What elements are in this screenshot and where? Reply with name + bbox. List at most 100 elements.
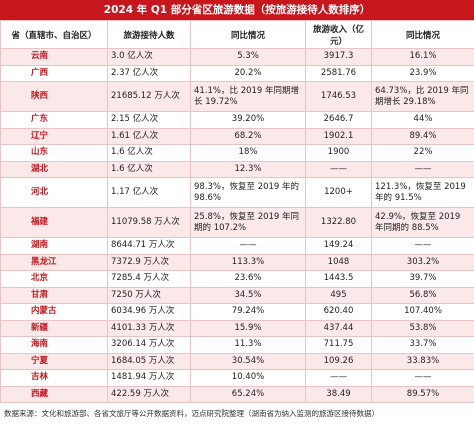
data-cell: 1443.5 — [305, 270, 372, 288]
data-cell: 3206.14 万人次 — [107, 336, 191, 354]
data-cell: 495 — [305, 286, 372, 304]
province-cell: 湖南 — [0, 237, 108, 255]
province-cell: 福建 — [0, 207, 108, 238]
data-cell: 23.9% — [371, 64, 474, 82]
data-cell: 65.24% — [190, 385, 306, 403]
data-cell: 5.3% — [190, 48, 306, 66]
data-cell: 68.2% — [190, 127, 306, 145]
data-cell: 30.54% — [190, 352, 306, 370]
data-cell: 11079.58 万人次 — [107, 207, 191, 238]
data-cell: 7372.9 万人次 — [107, 253, 191, 271]
column-header: 同比情况 — [190, 20, 306, 49]
data-cell: —— — [371, 237, 474, 255]
data-cell: 422.59 万人次 — [107, 385, 191, 403]
table-row: 河北 1.17 亿人次 98.3%，恢复至 2019 年的 98.6% 1200+ 12… — [0, 177, 474, 208]
data-cell: 107.40% — [371, 303, 474, 321]
data-cell: 1048 — [305, 253, 372, 271]
data-cell: —— — [305, 369, 372, 387]
data-cell: 1322.80 — [305, 207, 372, 238]
title: 2024 年 Q1 部分省区旅游数据（按旅游接待人数排序） — [0, 0, 474, 20]
province-cell: 吉林 — [0, 369, 108, 387]
table-row: 吉林 1481.94 万人次 10.40% —— —— — [0, 369, 474, 387]
data-cell: 16.1% — [371, 48, 474, 66]
data-cell: 7250 万人次 — [107, 286, 191, 304]
data-table: 省（直辖市、自治区） 旅游接待人数 同比情况 旅游收入（亿元） 同比情况 云南 3.0 亿… — [0, 20, 474, 403]
data-cell: 1746.53 — [305, 81, 372, 112]
data-cell: 23.6% — [190, 270, 306, 288]
table-row: 湖南 8644.71 万人次 —— 149.24 —— — [0, 237, 474, 255]
table-row: 湖北 1.6 亿人次 12.3% —— —— — [0, 160, 474, 178]
data-cell: 12.3% — [190, 160, 306, 178]
data-cell: 33.7% — [371, 336, 474, 354]
data-cell: 3.0 亿人次 — [107, 48, 191, 66]
data-cell: 113.3% — [190, 253, 306, 271]
table-row: 陕西 21685.12 万人次 41.1%，比 2019 年同期增长 19.72% 1… — [0, 81, 474, 112]
data-cell: 1481.94 万人次 — [107, 369, 191, 387]
data-cell: 11.3% — [190, 336, 306, 354]
data-cell: 41.1%，比 2019 年同期增长 19.72% — [190, 81, 306, 112]
data-cell: 620.40 — [305, 303, 372, 321]
province-cell: 新疆 — [0, 319, 108, 337]
data-cell: 33.83% — [371, 352, 474, 370]
table-row: 福建 11079.58 万人次 25.8%，恢复至 2019 年同期的 107.2%… — [0, 207, 474, 238]
data-cell: 8644.71 万人次 — [107, 237, 191, 255]
column-header: 旅游接待人数 — [107, 20, 191, 49]
province-cell: 北京 — [0, 270, 108, 288]
province-cell: 辽宁 — [0, 127, 108, 145]
data-cell: 1902.1 — [305, 127, 372, 145]
data-cell: —— — [371, 160, 474, 178]
data-cell: 38.49 — [305, 385, 372, 403]
data-cell: 121.3%，恢复至 2019 年的 91.5% — [371, 177, 474, 208]
data-cell: 1900 — [305, 144, 372, 162]
data-cell: 64.73%，比 2019 年同期增长 29.18% — [371, 81, 474, 112]
column-header: 同比情况 — [371, 20, 474, 49]
data-cell: 44% — [371, 111, 474, 129]
data-cell: 56.8% — [371, 286, 474, 304]
table-row: 甘肃 7250 万人次 34.5% 495 56.8% — [0, 286, 474, 304]
table-row: 辽宁 1.61 亿人次 68.2% 1902.1 89.4% — [0, 127, 474, 145]
table-row: 广东 2.15 亿人次 39.20% 2646.7 44% — [0, 111, 474, 129]
data-cell: —— — [371, 369, 474, 387]
data-cell: 1.6 亿人次 — [107, 160, 191, 178]
data-cell: 6034.96 万人次 — [107, 303, 191, 321]
province-cell: 陕西 — [0, 81, 108, 112]
data-cell: 4101.33 万人次 — [107, 319, 191, 337]
data-cell: 10.40% — [190, 369, 306, 387]
data-cell: 3917.3 — [305, 48, 372, 66]
province-cell: 广西 — [0, 64, 108, 82]
data-cell: 89.4% — [371, 127, 474, 145]
data-cell: —— — [305, 160, 372, 178]
data-cell: 39.20% — [190, 111, 306, 129]
province-cell: 内蒙古 — [0, 303, 108, 321]
province-cell: 湖北 — [0, 160, 108, 178]
province-cell: 山东 — [0, 144, 108, 162]
province-cell: 西藏 — [0, 385, 108, 403]
province-cell: 海南 — [0, 336, 108, 354]
data-cell: 22% — [371, 144, 474, 162]
data-cell: 21685.12 万人次 — [107, 81, 191, 112]
data-cell: 109.26 — [305, 352, 372, 370]
data-cell: 34.5% — [190, 286, 306, 304]
data-cell: 15.9% — [190, 319, 306, 337]
data-cell: 303.2% — [371, 253, 474, 271]
data-cell: 53.8% — [371, 319, 474, 337]
data-cell: 711.75 — [305, 336, 372, 354]
data-cell: —— — [190, 237, 306, 255]
data-cell: 149.24 — [305, 237, 372, 255]
data-cell: 1.6 亿人次 — [107, 144, 191, 162]
table-row: 新疆 4101.33 万人次 15.9% 437.44 53.8% — [0, 319, 474, 337]
data-cell: 1684.05 万人次 — [107, 352, 191, 370]
table-row: 山东 1.6 亿人次 18% 1900 22% — [0, 144, 474, 162]
table-row: 西藏 422.59 万人次 65.24% 38.49 89.57% — [0, 385, 474, 403]
province-cell: 广东 — [0, 111, 108, 129]
province-cell: 甘肃 — [0, 286, 108, 304]
data-cell: 1.61 亿人次 — [107, 127, 191, 145]
data-cell: 2.37 亿人次 — [107, 64, 191, 82]
data-cell: 39.7% — [371, 270, 474, 288]
province-cell: 宁夏 — [0, 352, 108, 370]
province-cell: 黑龙江 — [0, 253, 108, 271]
table-row: 内蒙古 6034.96 万人次 79.24% 620.40 107.40% — [0, 303, 474, 321]
data-cell: 1.17 亿人次 — [107, 177, 191, 208]
table-row: 广西 2.37 亿人次 20.2% 2581.76 23.9% — [0, 64, 474, 82]
